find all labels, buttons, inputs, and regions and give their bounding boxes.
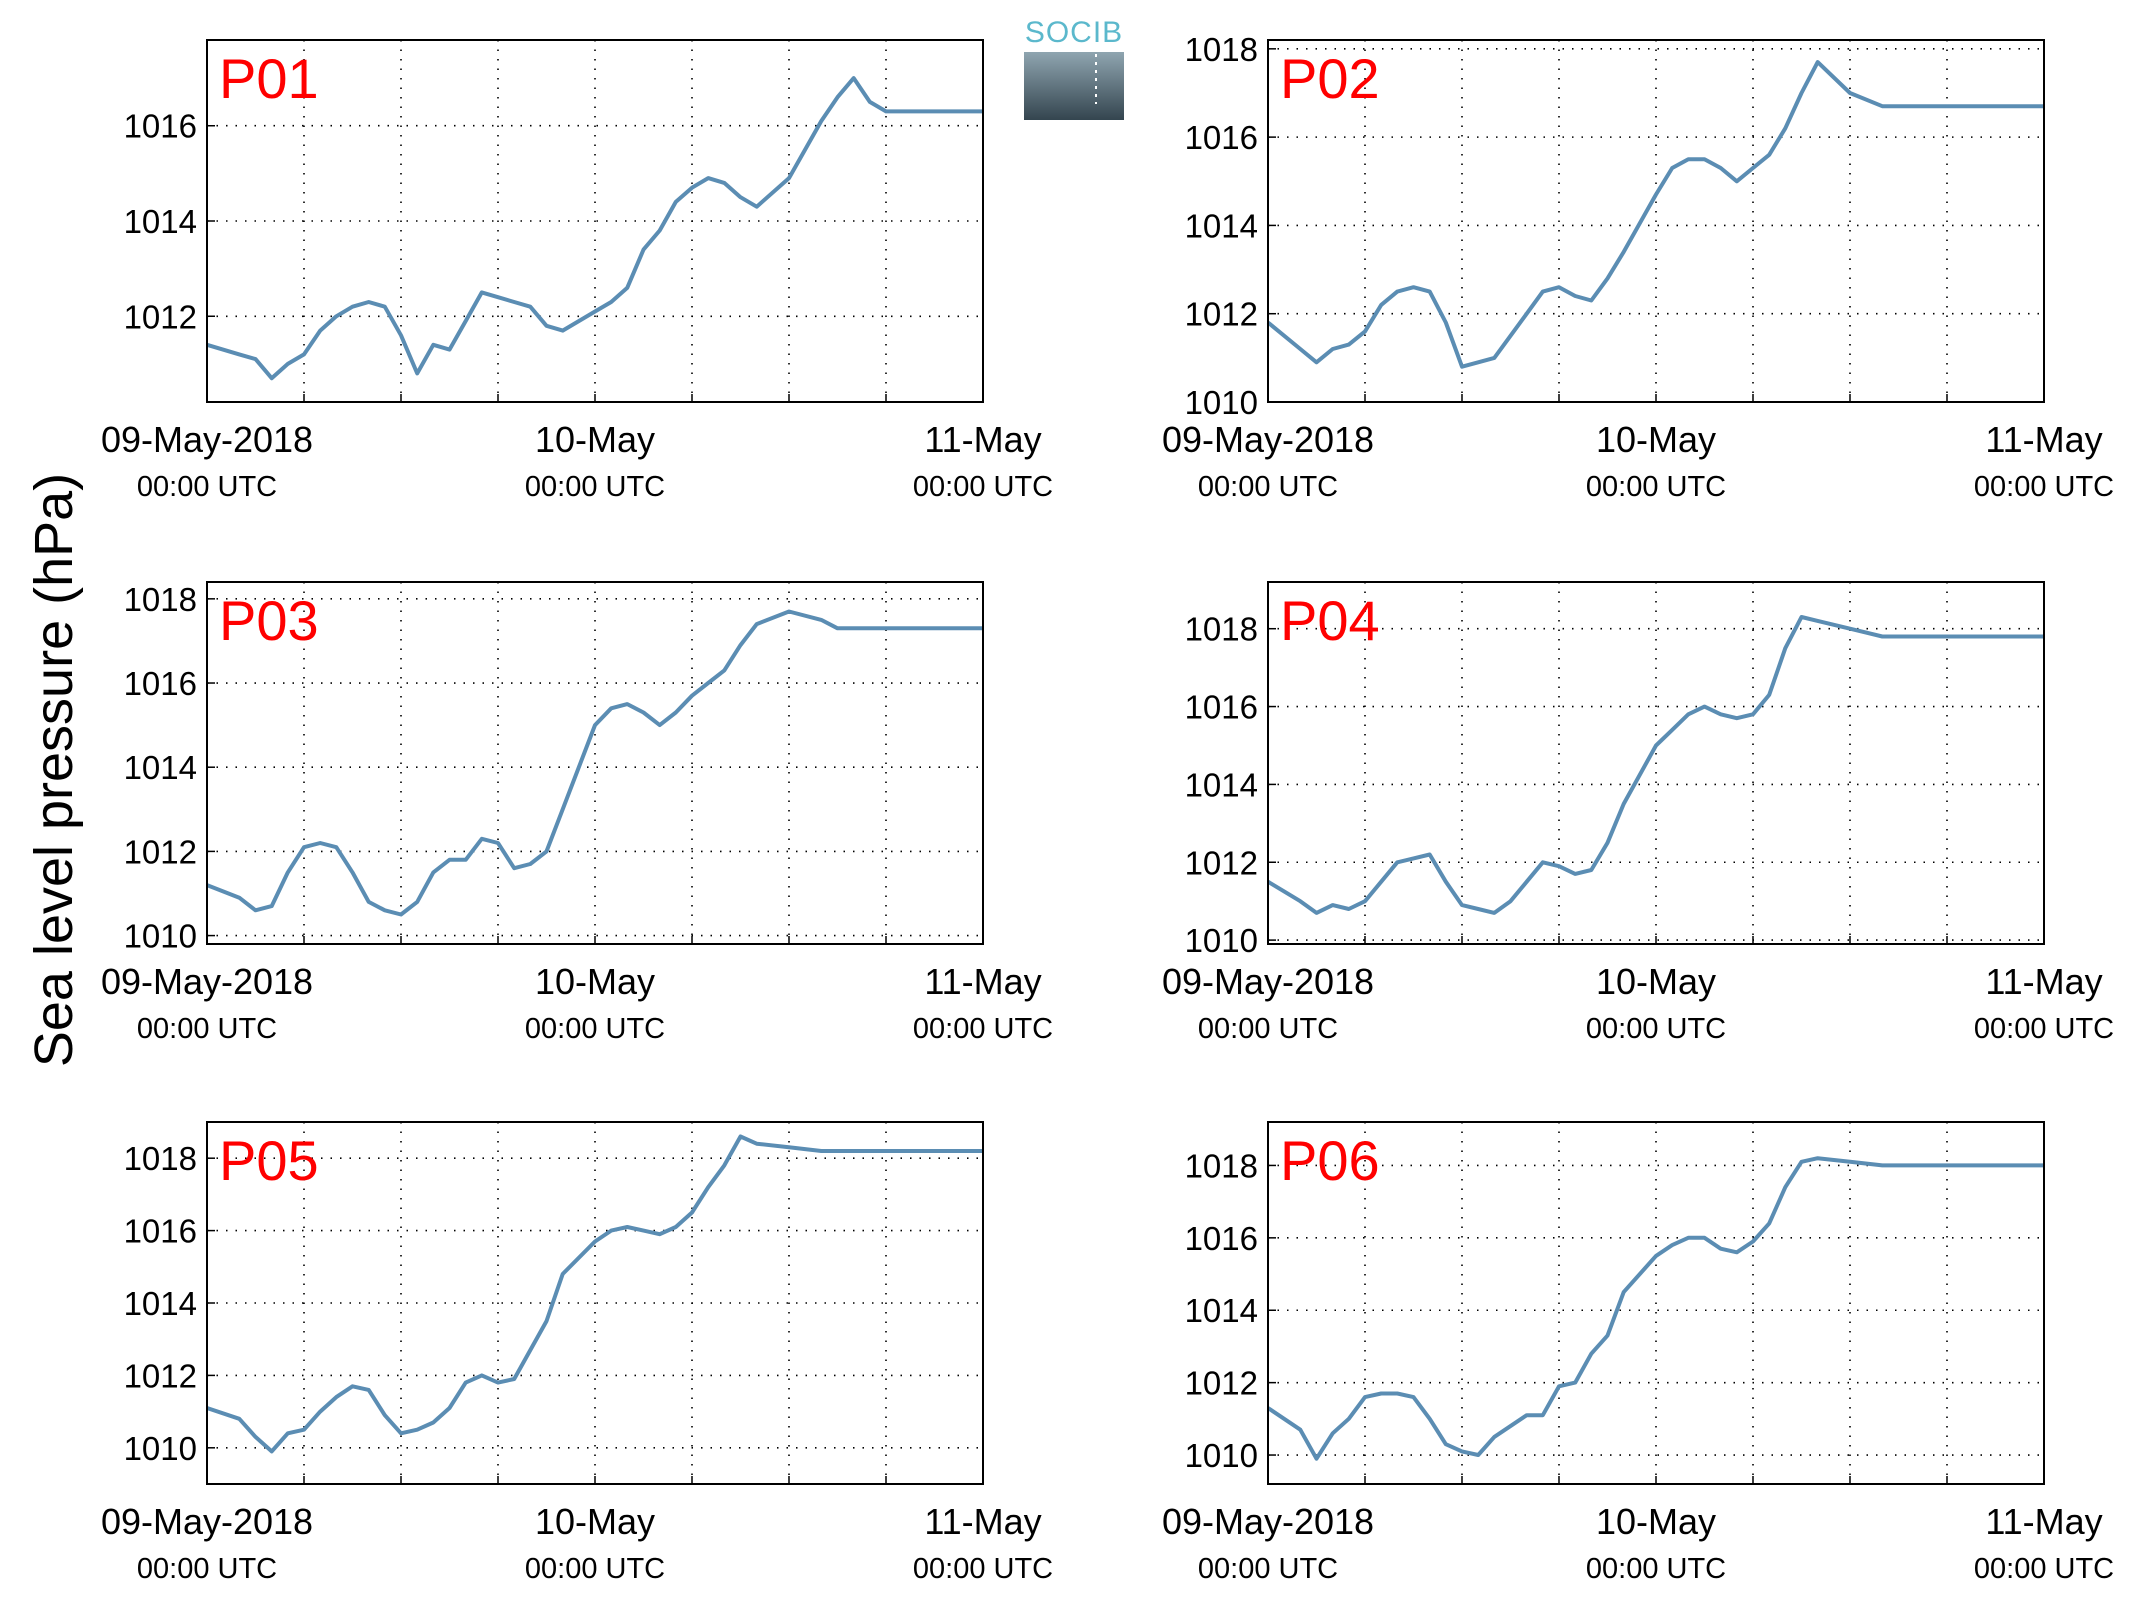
station-label: P04	[1280, 589, 1380, 652]
x-tick-label-time: 00:00 UTC	[1586, 471, 1726, 503]
y-tick-label: 1018	[1185, 31, 1258, 68]
axes-frame	[206, 581, 984, 945]
y-tick-label: 1010	[1185, 1437, 1258, 1474]
x-tick-label-time: 00:00 UTC	[1198, 1013, 1338, 1045]
x-tick-label-time: 00:00 UTC	[525, 471, 665, 503]
subplot-p05: 1010 1012 1014 1016 1018 P05 09-May-2018 00:00 …	[101, 1121, 1053, 1585]
x-tick-label-date: 11-May	[1985, 1501, 2102, 1542]
y-tick-label: 1016	[1185, 119, 1258, 156]
subplot-p03: 1010 1012 1014 1016 1018 P03 09-May-2018 00:00 …	[101, 581, 1053, 1045]
pressure-series-line	[1266, 615, 2044, 915]
y-tick-label: 1012	[1185, 844, 1258, 881]
x-tick-label-date: 10-May	[535, 1501, 655, 1542]
y-tick-label: 1010	[124, 1430, 197, 1467]
x-tick-label-date: 09-May-2018	[101, 419, 313, 460]
x-tick-label-time: 00:00 UTC	[137, 1013, 277, 1045]
y-tick-label: 1010	[1185, 922, 1258, 959]
y-tick-label: 1012	[1185, 296, 1258, 333]
y-tick-label: 1012	[1185, 1365, 1258, 1402]
y-tick-label: 1018	[1185, 611, 1258, 648]
y-tick-label: 1014	[1185, 766, 1258, 803]
pressure-series-line	[206, 76, 983, 381]
x-tick-label-date: 09-May-2018	[101, 1501, 313, 1542]
x-tick-label-date: 11-May	[1985, 419, 2102, 460]
y-tick-label: 1010	[1185, 384, 1258, 421]
x-tick-label-time: 00:00 UTC	[137, 1553, 277, 1585]
subplot-p01: 1012 1014 1016 P01 09-May-2018 00:00 UTC 10-Ma…	[101, 39, 1053, 503]
y-tick-label: 1012	[124, 298, 197, 335]
station-label: P06	[1280, 1129, 1380, 1192]
y-tick-label: 1010	[124, 918, 197, 955]
socib-logo-block	[1024, 52, 1124, 120]
station-label: P01	[219, 47, 319, 110]
x-tick-label-time: 00:00 UTC	[1974, 1013, 2114, 1045]
x-tick-label-date: 09-May-2018	[101, 961, 313, 1002]
y-tick-label: 1014	[124, 749, 197, 786]
x-tick-label-date: 11-May	[924, 961, 1041, 1002]
x-tick-label-date: 09-May-2018	[1162, 1501, 1374, 1542]
subplot-p02: 1010 1012 1014 1016 1018 P02 09-May-2018 00:00 …	[1162, 31, 2114, 503]
x-tick-label-date: 11-May	[924, 419, 1041, 460]
x-tick-label-date: 09-May-2018	[1162, 961, 1374, 1002]
station-label: P02	[1280, 47, 1380, 110]
x-tick-label-time: 00:00 UTC	[1586, 1013, 1726, 1045]
axes-frame	[1267, 581, 2045, 945]
x-tick-label-time: 00:00 UTC	[525, 1013, 665, 1045]
x-tick-label-time: 00:00 UTC	[1974, 471, 2114, 503]
x-tick-label-time: 00:00 UTC	[1586, 1553, 1726, 1585]
pressure-series-line	[206, 609, 983, 917]
pressure-series-line	[1266, 60, 2044, 369]
x-tick-label-date: 10-May	[1596, 419, 1716, 460]
y-tick-label: 1018	[1185, 1147, 1258, 1184]
x-tick-label-date: 10-May	[1596, 961, 1716, 1002]
y-tick-label: 1012	[124, 833, 197, 870]
y-tick-label: 1014	[1185, 207, 1258, 244]
y-tick-label: 1018	[124, 581, 197, 618]
x-tick-label-date: 10-May	[535, 961, 655, 1002]
x-tick-label-time: 00:00 UTC	[913, 1013, 1053, 1045]
axes-frame	[1267, 1121, 2045, 1485]
axes-frame	[206, 39, 984, 403]
x-tick-label-time: 00:00 UTC	[1198, 1553, 1338, 1585]
y-tick-label: 1016	[124, 665, 197, 702]
axes-frame	[1267, 39, 2045, 403]
x-tick-label-time: 00:00 UTC	[913, 471, 1053, 503]
y-tick-label: 1016	[1185, 689, 1258, 726]
x-tick-label-time: 00:00 UTC	[137, 471, 277, 503]
socib-logo-text: SOCIB	[1025, 16, 1123, 49]
y-tick-label: 1016	[1185, 1220, 1258, 1257]
y-tick-label: 1014	[1185, 1292, 1258, 1329]
y-tick-label: 1016	[124, 108, 197, 145]
x-tick-label-time: 00:00 UTC	[913, 1553, 1053, 1585]
subplot-grid: 1012 1014 1016 P01 09-May-2018 00:00 UTC 10-Ma…	[101, 31, 2114, 1585]
x-tick-label-time: 00:00 UTC	[1198, 471, 1338, 503]
y-tick-label: 1014	[124, 1285, 197, 1322]
pressure-series-line	[1266, 1156, 2044, 1461]
subplot-p06: 1010 1012 1014 1016 1018 P06 09-May-2018 00:00 …	[1162, 1121, 2114, 1585]
y-tick-label: 1016	[124, 1213, 197, 1250]
x-tick-label-date: 11-May	[924, 1501, 1041, 1542]
x-tick-label-time: 00:00 UTC	[525, 1553, 665, 1585]
y-tick-label: 1014	[124, 203, 197, 240]
station-label: P05	[219, 1129, 319, 1192]
y-axis-label: Sea level pressure (hPa)	[24, 473, 84, 1067]
subplot-p04: 1010 1012 1014 1016 1018 P04 09-May-2018 00:00 …	[1162, 581, 2114, 1045]
y-tick-label: 1012	[124, 1357, 197, 1394]
x-tick-label-date: 10-May	[1596, 1501, 1716, 1542]
x-tick-label-date: 11-May	[1985, 961, 2102, 1002]
y-tick-label: 1018	[124, 1140, 197, 1177]
x-tick-label-date: 10-May	[535, 419, 655, 460]
pressure-series-line	[206, 1134, 983, 1454]
x-tick-label-date: 09-May-2018	[1162, 419, 1374, 460]
socib-logo: SOCIB	[1024, 16, 1124, 120]
station-label: P03	[219, 589, 319, 652]
axes-frame	[206, 1121, 984, 1485]
x-tick-label-time: 00:00 UTC	[1974, 1553, 2114, 1585]
